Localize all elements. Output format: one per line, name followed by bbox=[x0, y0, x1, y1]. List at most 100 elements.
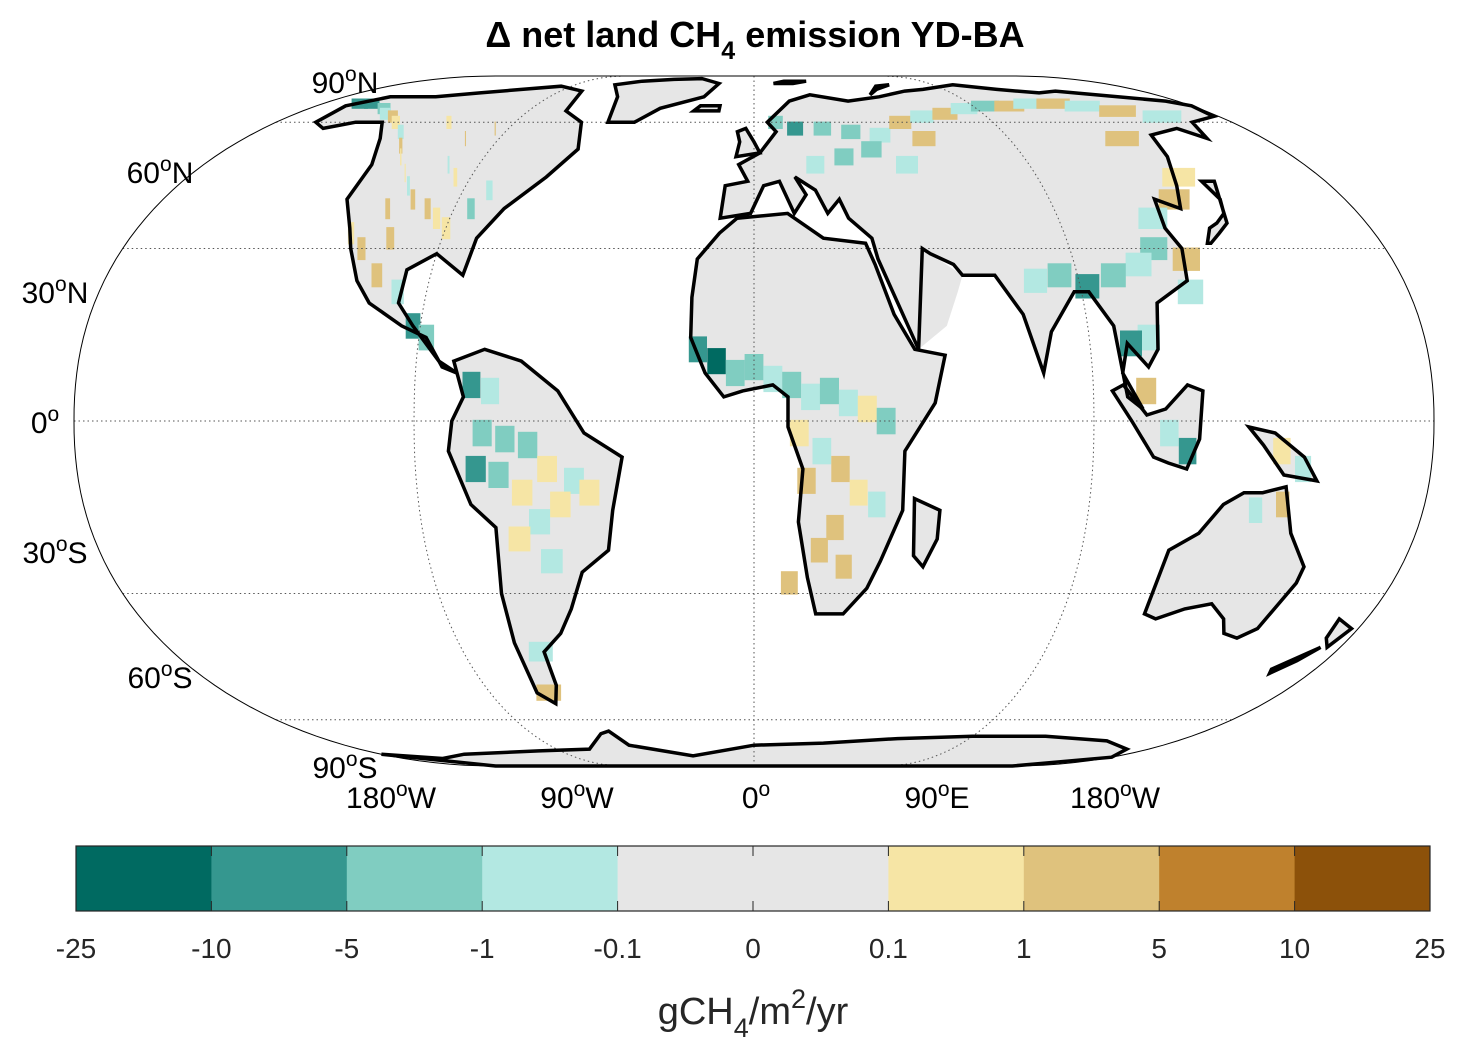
anomaly-cell bbox=[789, 419, 809, 447]
anomaly-cell bbox=[1273, 437, 1291, 465]
anomaly-cell bbox=[550, 491, 571, 518]
coastline-eurasia bbox=[718, 83, 1219, 411]
coastline-australia bbox=[1142, 484, 1306, 640]
anomaly-cell bbox=[441, 217, 451, 240]
anomaly-cell bbox=[564, 467, 584, 494]
coastline-iceland bbox=[688, 104, 723, 113]
landmass-antarctica bbox=[381, 731, 1127, 766]
lon-label: 0o bbox=[742, 778, 770, 815]
anomaly-cell bbox=[494, 121, 496, 136]
anomaly-cell bbox=[472, 419, 492, 447]
anomaly-cell bbox=[1120, 330, 1142, 357]
latitude-labels: 90oN 60oN 30oN 0o 30oS 60oS 90oS bbox=[22, 63, 379, 785]
colorbar-swatch bbox=[617, 846, 754, 911]
anomaly-cell bbox=[838, 389, 858, 417]
anomaly-cell bbox=[1248, 497, 1263, 523]
anomaly-cell bbox=[447, 155, 450, 174]
anomaly-cell bbox=[1136, 377, 1157, 405]
lat-label: 60oS bbox=[127, 658, 192, 695]
longitude-labels: 180oW 90oW 0o 90oE 180oW bbox=[346, 778, 1161, 815]
anomaly-cell bbox=[813, 121, 832, 136]
anomaly-cell bbox=[446, 115, 452, 129]
anomaly-cell bbox=[462, 371, 481, 399]
coastline-south-america bbox=[446, 347, 625, 707]
anomaly-cell bbox=[970, 100, 1000, 112]
anomaly-cell bbox=[1172, 247, 1200, 271]
anomaly-cell bbox=[1105, 131, 1139, 147]
colorbar-tick-label: -1 bbox=[470, 933, 495, 964]
colorbar-tick-label: -0.1 bbox=[593, 933, 641, 964]
landmass-uk bbox=[736, 128, 760, 157]
anomaly-cell bbox=[876, 407, 896, 435]
anomaly-cell bbox=[787, 121, 804, 136]
colorbar-swatch bbox=[1294, 846, 1431, 911]
anomaly-cell bbox=[1160, 419, 1179, 447]
anomaly-cell bbox=[801, 383, 821, 411]
landmass-greenland bbox=[607, 78, 719, 123]
colorbar-tick-label: 0 bbox=[745, 933, 761, 964]
coastline-new-zealand-n bbox=[1324, 616, 1355, 651]
anomaly-cell bbox=[508, 526, 531, 552]
anomaly-cell bbox=[889, 115, 912, 129]
anomaly-cell bbox=[579, 479, 600, 506]
landmass-new-zealand-n bbox=[1326, 618, 1352, 648]
lat-label: 0o bbox=[31, 403, 59, 440]
anomaly-cell bbox=[826, 514, 844, 541]
colorbar-tick-label: 1 bbox=[1016, 933, 1032, 964]
colorbar-swatch bbox=[1159, 846, 1296, 911]
anomaly-cell bbox=[1137, 324, 1160, 351]
anomaly-cell bbox=[488, 461, 509, 488]
anomaly-cell bbox=[529, 509, 551, 535]
anomaly-cell bbox=[812, 437, 832, 465]
lat-label: 30oS bbox=[22, 533, 87, 570]
anomaly-cell bbox=[1142, 110, 1182, 123]
colorbar-tick-label: -5 bbox=[334, 933, 359, 964]
colorbar-swatch bbox=[346, 846, 483, 911]
graticule bbox=[74, 76, 1434, 766]
coastline-new-zealand-s bbox=[1266, 645, 1322, 677]
anomaly-cell bbox=[912, 131, 936, 147]
colorbar-tick-label: 0.1 bbox=[869, 933, 908, 964]
anomaly-cell bbox=[486, 180, 493, 201]
landmass-japan bbox=[1201, 181, 1227, 244]
anomaly-cell bbox=[537, 455, 557, 483]
anomaly-cell bbox=[1100, 263, 1126, 288]
meridian-line bbox=[883, 76, 1095, 766]
anomaly-cell bbox=[810, 537, 828, 563]
anomaly-cell bbox=[725, 359, 745, 387]
anomaly-cell bbox=[407, 176, 410, 196]
anomaly-cell bbox=[849, 479, 868, 506]
anomaly-cell bbox=[831, 455, 850, 483]
anomaly-cell bbox=[835, 554, 852, 579]
coastline-antarctica bbox=[381, 729, 1131, 768]
coastline-greenland bbox=[605, 76, 723, 124]
coastline-svalbard bbox=[773, 79, 807, 86]
anomaly-cell bbox=[379, 107, 391, 120]
coastline-borneo-sumatra bbox=[1109, 382, 1205, 472]
coastline-uk bbox=[733, 126, 763, 159]
globe-outline bbox=[73, 75, 1435, 767]
colorbar-swatch bbox=[753, 846, 889, 911]
anomaly-cell bbox=[1047, 263, 1072, 288]
coastline-new-guinea bbox=[1244, 424, 1321, 484]
anomaly-cell bbox=[397, 124, 404, 140]
meridian-line bbox=[413, 76, 625, 766]
anomaly-cell bbox=[707, 348, 726, 375]
colorbar-tick-label: 10 bbox=[1279, 933, 1310, 964]
anomaly-cell bbox=[371, 263, 383, 288]
anomaly-cell bbox=[386, 227, 395, 250]
landmass-eurasia bbox=[720, 84, 1214, 410]
anomaly-cell bbox=[950, 103, 978, 115]
anomaly-cell bbox=[410, 189, 416, 210]
colorbar-tick-label: -25 bbox=[56, 933, 96, 964]
lat-label: 30oN bbox=[22, 273, 89, 310]
anomaly-cell bbox=[465, 455, 486, 483]
colorbar-swatch bbox=[1023, 846, 1160, 911]
anomaly-cell bbox=[432, 207, 441, 229]
anomaly-cell bbox=[868, 491, 886, 518]
lon-label: 180oW bbox=[1070, 778, 1161, 815]
anomaly-cell bbox=[834, 148, 854, 166]
anomaly-cell bbox=[896, 155, 918, 174]
anomaly-cell bbox=[841, 124, 861, 140]
